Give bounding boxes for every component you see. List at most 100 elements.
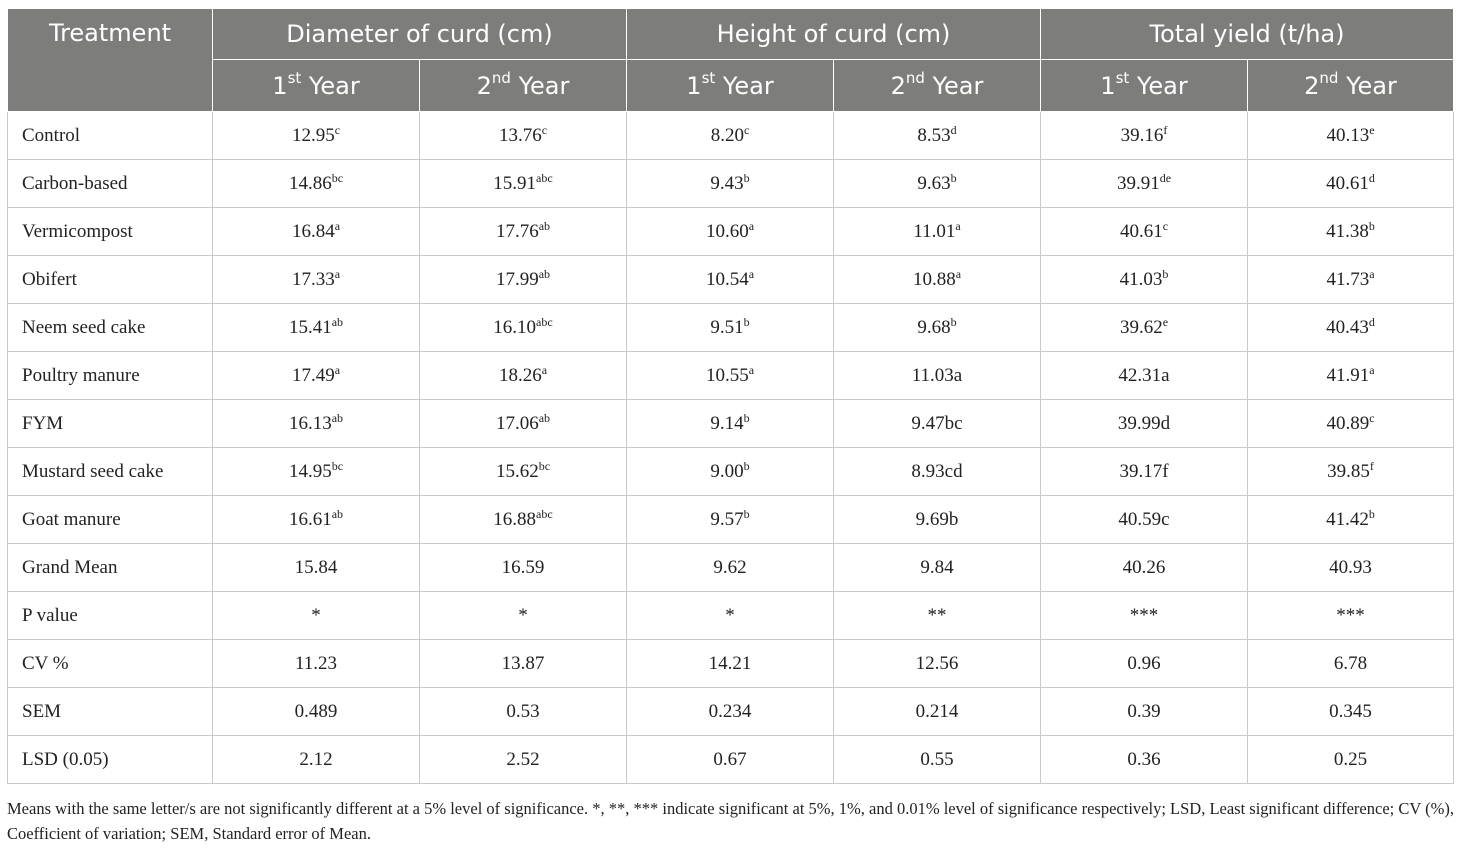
significance-letter: f xyxy=(1369,458,1374,473)
significance-letter: a xyxy=(1369,362,1375,377)
treatment-cell: SEM xyxy=(7,687,213,736)
value-cell: 39.85f xyxy=(1247,447,1455,496)
year-header: 2nd Year xyxy=(833,59,1042,112)
value-cell: 39.91de xyxy=(1040,159,1249,208)
cell-value: 18.26 xyxy=(498,364,542,386)
significance-letter: de xyxy=(1159,170,1172,185)
value-cell: 6.78 xyxy=(1247,639,1455,688)
significance-letter: a xyxy=(955,266,962,281)
value-cell: 12.95c xyxy=(212,111,420,160)
cell-value: 9.63 xyxy=(917,172,951,194)
value-cell: 16.88abc xyxy=(418,495,628,544)
cell-value: 40.13 xyxy=(1326,124,1370,146)
value-cell: 41.03b xyxy=(1040,255,1249,304)
year-header: 1st Year xyxy=(626,59,835,112)
significance-letter: ab xyxy=(538,266,551,281)
cell-value: 0.36 xyxy=(1127,748,1161,770)
cell-value: 16.10 xyxy=(493,316,537,338)
cell-value: * xyxy=(725,604,735,626)
cell-value: 40.89 xyxy=(1326,412,1370,434)
significance-letter: a xyxy=(334,362,341,377)
cell-value: 17.76 xyxy=(495,220,539,242)
treatment-cell: Obifert xyxy=(7,255,213,304)
cell-value: 39.85 xyxy=(1327,460,1370,482)
value-cell: 0.55 xyxy=(833,735,1042,784)
value-cell: 9.00b xyxy=(626,447,835,496)
table-row: Vermicompost 16.84a 17.76ab 10.60a 11.01a 40.… xyxy=(7,207,1455,256)
significance-letter: c xyxy=(743,122,750,137)
table-row: SEM 0.489 0.53 0.234 0.214 0.39 0.345 xyxy=(7,687,1455,736)
treatment-cell: FYM xyxy=(7,399,213,448)
value-cell: 10.55a xyxy=(626,351,835,400)
cell-value: 15.62 xyxy=(495,460,539,482)
cell-value: 14.95 xyxy=(288,460,332,482)
significance-letter: a xyxy=(955,218,961,233)
value-cell: 17.99ab xyxy=(418,255,628,304)
cell-value: 6.78 xyxy=(1333,652,1368,674)
cell-value: 0.214 xyxy=(915,700,959,722)
cell-value: 42.31a xyxy=(1118,364,1170,386)
treatment-cell: Mustard seed cake xyxy=(7,447,213,496)
significance-letter: abc xyxy=(536,170,553,185)
value-cell: 9.69b xyxy=(833,495,1042,544)
cell-value: 0.96 xyxy=(1127,652,1161,674)
significance-letter: d xyxy=(1368,170,1375,185)
significance-letter: a xyxy=(748,266,755,281)
cell-value: 16.59 xyxy=(501,556,545,578)
cell-value: *** xyxy=(1336,604,1365,626)
table-row: Carbon-based 14.86bc 15.91abc 9.43b 9.63b 39.… xyxy=(7,159,1455,208)
value-cell: 8.53d xyxy=(833,111,1042,160)
significance-letter: a xyxy=(541,362,548,377)
cell-value: * xyxy=(518,604,528,626)
value-cell: 40.59c xyxy=(1040,495,1249,544)
table-footnote: Means with the same letter/s are not sig… xyxy=(7,799,1454,843)
cell-value: 9.47bc xyxy=(911,412,963,434)
cell-value: 10.60 xyxy=(705,220,749,242)
significance-letter: a xyxy=(748,218,755,233)
significance-letter: f xyxy=(1163,122,1168,137)
table-row: Control 12.95c 13.76c 8.20c 8.53d 39.16f 40.13… xyxy=(7,111,1455,160)
value-cell: 16.13ab xyxy=(212,399,420,448)
cell-value: 8.93cd xyxy=(911,460,963,482)
table-row: Obifert 17.33a 17.99ab 10.54a 10.88a 41.03b 41… xyxy=(7,255,1455,304)
cell-value: 9.84 xyxy=(920,556,954,578)
cell-value: 41.42 xyxy=(1326,508,1369,530)
cell-value: 40.59c xyxy=(1118,508,1170,530)
cell-value: 15.41 xyxy=(288,316,332,338)
value-cell: * xyxy=(626,591,835,640)
cell-value: 40.43 xyxy=(1326,316,1369,338)
cell-value: 9.57 xyxy=(710,508,744,530)
value-cell: 0.96 xyxy=(1040,639,1249,688)
value-cell: 0.36 xyxy=(1040,735,1249,784)
cell-value: 12.95 xyxy=(291,124,335,146)
significance-letter: d xyxy=(950,122,957,137)
cell-value: 39.99d xyxy=(1117,412,1171,434)
cell-value: 11.03a xyxy=(911,364,963,386)
table-row: Neem seed cake 15.41ab 16.10abc 9.51b 9.68b 3… xyxy=(7,303,1455,352)
table-row: Goat manure 16.61ab 16.88abc 9.57b 9.69b 40.5… xyxy=(7,495,1455,544)
value-cell: 0.39 xyxy=(1040,687,1249,736)
value-cell: 8.93cd xyxy=(833,447,1042,496)
significance-letter: c xyxy=(334,122,341,137)
cell-value: 41.38 xyxy=(1326,220,1369,242)
cell-value: 10.55 xyxy=(705,364,749,386)
significance-letter: a xyxy=(334,266,341,281)
value-cell: 8.20c xyxy=(626,111,835,160)
cell-value: 13.76 xyxy=(498,124,542,146)
value-cell: 40.61c xyxy=(1040,207,1249,256)
treatment-cell: Neem seed cake xyxy=(7,303,213,352)
value-cell: 16.61ab xyxy=(212,495,420,544)
cell-value: 9.69b xyxy=(915,508,959,530)
cell-value: 10.54 xyxy=(705,268,749,290)
group-header-yield: Total yield (t/ha) xyxy=(1040,8,1455,60)
value-cell: 0.234 xyxy=(626,687,835,736)
cell-value: 0.55 xyxy=(920,748,954,770)
treatment-cell: Grand Mean xyxy=(7,543,213,592)
year-header: 2nd Year xyxy=(418,59,628,112)
value-cell: 16.10abc xyxy=(418,303,628,352)
value-cell: 41.38b xyxy=(1247,207,1455,256)
value-cell: 16.84a xyxy=(212,207,420,256)
value-cell: 41.91a xyxy=(1247,351,1455,400)
value-cell: 9.57b xyxy=(626,495,835,544)
table-row: FYM 16.13ab 17.06ab 9.14b 9.47bc 39.99d 40.89c xyxy=(7,399,1455,448)
